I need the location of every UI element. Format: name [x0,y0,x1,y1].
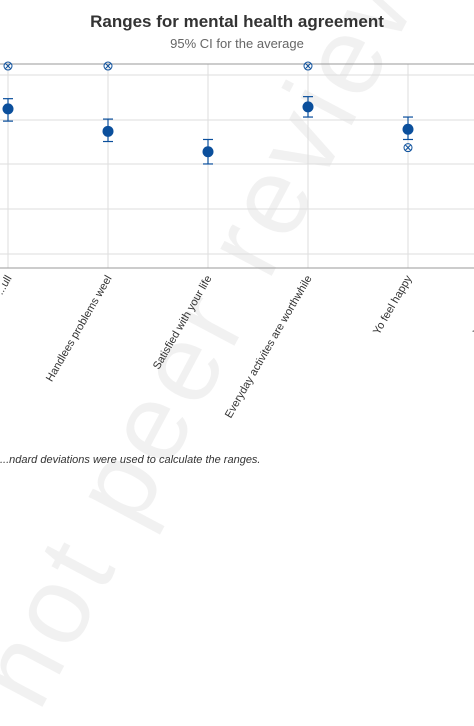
extreme-marker-cross [105,63,111,69]
extreme-marker [403,143,413,153]
extreme-marker-cross [405,144,411,151]
chart-subtitle: 95% CI for the average [170,36,304,51]
mean-point [202,146,214,158]
mean-point [402,123,414,135]
x-tick-label: ...ull [0,274,15,297]
mean-point [2,103,14,115]
x-tick-label: Yo feel happy [371,273,415,337]
extreme-marker [3,61,13,71]
mean-point [102,125,114,137]
extreme-marker-cross [305,63,311,69]
extreme-marker-cross [5,63,11,69]
x-tick-label: Everyday activites are worthwhile [223,274,315,421]
chart-footnote: ...ndard deviations were used to calcula… [0,454,261,466]
extreme-marker [103,61,113,71]
chart-title: Ranges for mental health agreement [90,12,384,31]
x-tick-label: Handlees problems weel [44,274,115,384]
mean-point [302,101,314,113]
extreme-marker [303,61,313,71]
chart-plot: ...ull Handlees problems weel Satisfied wi… [0,61,474,421]
x-tick-label: Satisfied with your life [151,274,215,372]
